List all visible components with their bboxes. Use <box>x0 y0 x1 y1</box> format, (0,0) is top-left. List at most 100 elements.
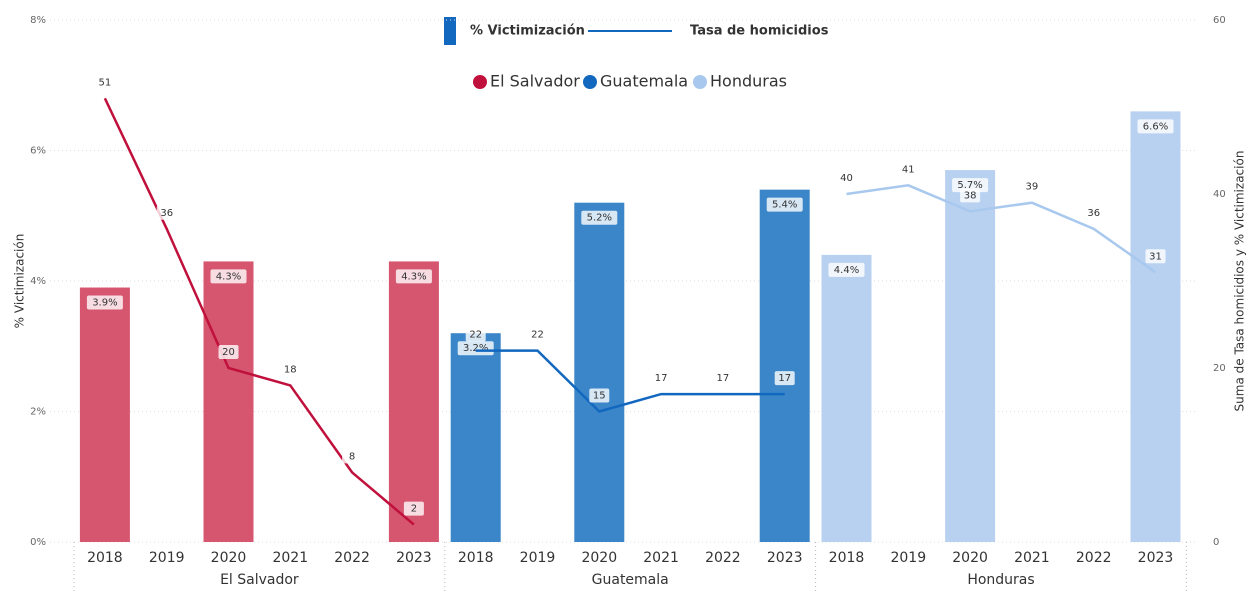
legend-bar-icon <box>444 17 456 45</box>
value-label-box <box>774 371 795 386</box>
x-tick-label: 2022 <box>334 550 370 566</box>
value-label-box <box>766 197 803 212</box>
value-label: 4.4% <box>834 265 859 276</box>
legend-bar: % Victimización <box>470 24 585 39</box>
x-tick-label: 2023 <box>1138 550 1174 566</box>
value-label-box <box>952 178 989 193</box>
line <box>846 184 1157 274</box>
bar <box>759 189 810 542</box>
bar <box>388 261 439 542</box>
value-label-box <box>342 449 363 464</box>
x-tick-label: 2019 <box>890 550 926 566</box>
x-tick-label: 2023 <box>767 550 803 566</box>
value-label: 6.6% <box>1143 121 1168 132</box>
group-label: Guatemala <box>592 572 669 588</box>
value-label-box <box>156 205 177 220</box>
value-label-box <box>589 388 610 403</box>
value-label: 18 <box>284 364 297 375</box>
legend-marker <box>693 75 707 89</box>
value-label-box <box>651 371 672 386</box>
legend-label: El Salvador <box>490 72 580 91</box>
value-label: 17 <box>655 373 668 384</box>
y-tick-label: 8% <box>30 15 46 26</box>
y-axis-title: % Victimización <box>13 234 27 329</box>
x-tick-label: 2020 <box>952 550 988 566</box>
x-tick-label: 2018 <box>87 550 123 566</box>
x-tick-label: 2021 <box>272 550 308 566</box>
value-label: 36 <box>1087 208 1100 219</box>
bar <box>450 333 501 542</box>
value-label: 15 <box>593 391 606 402</box>
value-label-box <box>960 188 981 203</box>
x-tick-label: 2021 <box>1014 550 1050 566</box>
value-label: 22 <box>531 330 544 341</box>
value-label-box <box>581 210 618 225</box>
bar <box>203 261 254 542</box>
value-label: 40 <box>840 173 853 184</box>
value-label: 2 <box>411 504 417 515</box>
x-tick-label: 2022 <box>1076 550 1112 566</box>
value-label-box <box>395 269 432 284</box>
value-label-box <box>712 371 733 386</box>
y2-tick-label: 60 <box>1213 15 1226 26</box>
value-label: 3.2% <box>463 343 488 354</box>
value-label-box <box>465 327 486 342</box>
bar <box>1130 111 1181 542</box>
value-label: 20 <box>222 347 235 358</box>
value-label: 39 <box>1026 182 1039 193</box>
value-label: 22 <box>469 330 482 341</box>
y2-axis-title: Suma de Tasa homicidios y % Victimizació… <box>1233 151 1247 412</box>
y2-tick-label: 20 <box>1213 363 1226 374</box>
y-tick-label: 4% <box>30 276 46 287</box>
value-label-box <box>210 269 247 284</box>
value-label: 51 <box>99 77 112 88</box>
x-tick-label: 2018 <box>458 550 494 566</box>
x-tick-label: 2020 <box>211 550 247 566</box>
value-label-box <box>280 362 301 377</box>
x-tick-label: 2019 <box>520 550 556 566</box>
bar <box>821 254 872 542</box>
bar <box>79 287 130 542</box>
x-tick-label: 2023 <box>396 550 432 566</box>
x-tick-label: 2022 <box>705 550 741 566</box>
value-label-box <box>218 345 239 359</box>
value-label-box <box>403 501 424 516</box>
value-label: 17 <box>778 373 791 384</box>
value-label-box <box>1137 119 1174 134</box>
y-tick-label: 6% <box>30 146 46 157</box>
value-label: 3.9% <box>92 298 117 309</box>
legend-line: Tasa de homicidios <box>690 24 829 39</box>
group-label: Honduras <box>967 572 1034 588</box>
legend-label: Guatemala <box>600 72 688 91</box>
value-label: 17 <box>717 373 730 384</box>
value-label-box <box>86 295 123 310</box>
value-label: 41 <box>902 164 915 175</box>
value-label-box <box>1021 179 1042 194</box>
legend-label: Honduras <box>710 72 787 91</box>
line <box>103 97 415 526</box>
value-label-box <box>527 327 548 342</box>
value-label-box <box>828 262 865 277</box>
x-tick-label: 2021 <box>643 550 679 566</box>
value-label: 38 <box>964 190 977 201</box>
group-label: El Salvador <box>220 572 299 588</box>
value-label: 4.3% <box>401 271 426 282</box>
value-label-box <box>898 162 919 177</box>
x-tick-label: 2019 <box>149 550 185 566</box>
y2-tick-label: 0 <box>1213 537 1219 548</box>
legend-marker <box>583 75 597 89</box>
value-label: 8 <box>349 451 355 462</box>
value-label-box <box>94 75 115 90</box>
bar <box>574 202 625 542</box>
value-label: 5.2% <box>587 213 612 224</box>
value-label-box <box>1083 205 1104 220</box>
value-label: 5.7% <box>957 180 982 191</box>
y-tick-label: 2% <box>30 407 46 418</box>
bar <box>945 170 996 542</box>
value-label: 4.3% <box>216 271 241 282</box>
value-label: 36 <box>160 208 173 219</box>
value-label-box <box>836 171 857 185</box>
x-tick-label: 2018 <box>829 550 865 566</box>
value-label-box <box>1145 249 1166 264</box>
